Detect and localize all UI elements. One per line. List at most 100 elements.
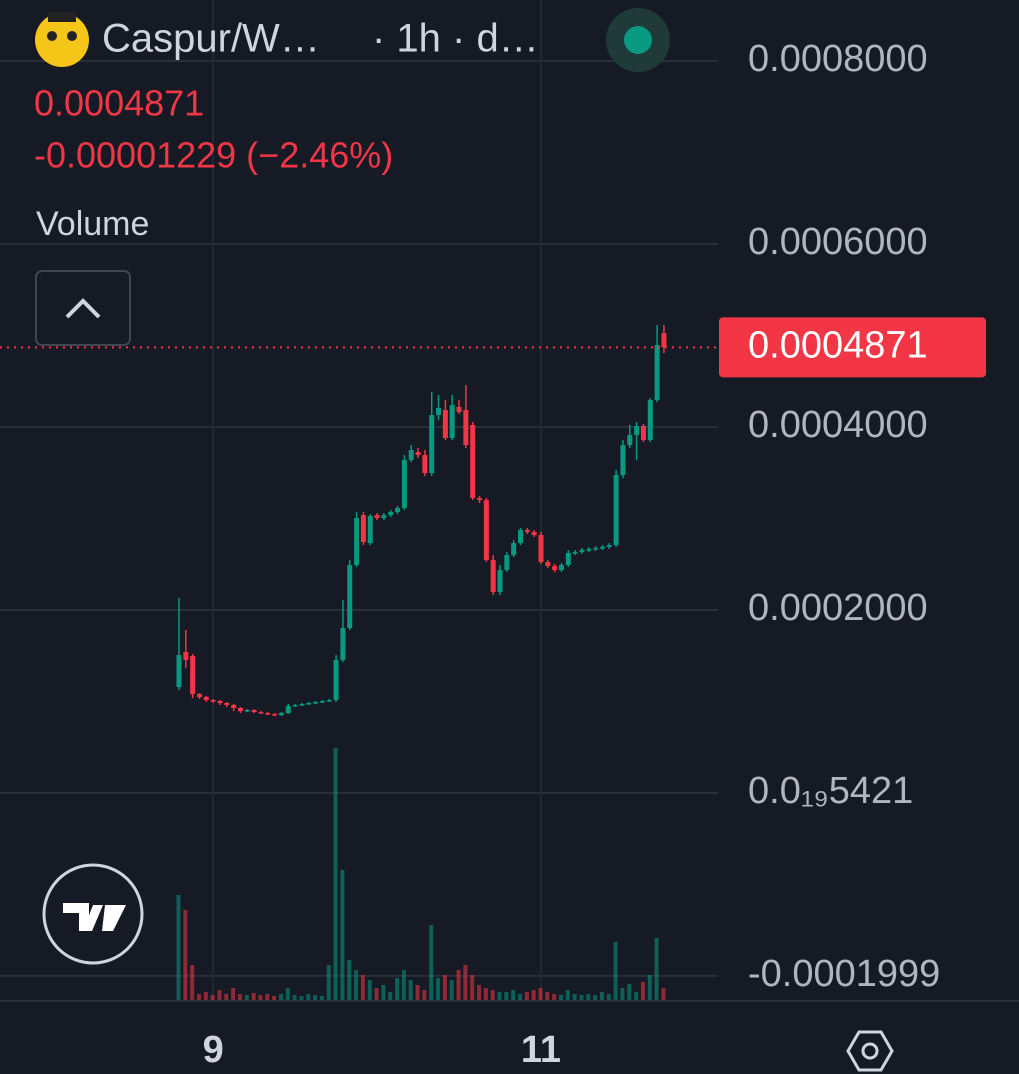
y-tick-label: 0.0₁₉5421	[748, 770, 913, 812]
candle-body	[640, 426, 646, 441]
candle-body	[176, 655, 182, 688]
candle-body	[183, 652, 189, 660]
candle-body	[224, 702, 230, 706]
candle-body	[210, 700, 216, 702]
candle-body	[586, 548, 592, 551]
volume-bar	[326, 965, 331, 1000]
volume-bar	[251, 993, 256, 1000]
candle-body	[408, 449, 414, 461]
y-tick-label: 0.0008000	[748, 38, 928, 80]
volume-bar	[422, 990, 427, 1000]
volume-bar	[408, 980, 413, 1000]
symbol-icon-eye	[47, 31, 57, 41]
volume-bar	[470, 975, 475, 1000]
candle-body	[388, 512, 394, 516]
volume-bar	[196, 994, 201, 1000]
candle-body	[333, 659, 339, 701]
candle-body	[203, 697, 209, 701]
candle-body	[606, 545, 612, 547]
volume-bar	[661, 988, 666, 1000]
volume-bar	[511, 990, 516, 1000]
candle-body	[524, 530, 530, 533]
candle-body	[306, 702, 312, 705]
volume-bar	[504, 992, 509, 1000]
candle-body	[477, 498, 483, 501]
collapse-button[interactable]	[35, 270, 131, 346]
symbol-icon-hat	[48, 12, 76, 22]
x-tick-label: 11	[521, 1029, 561, 1071]
volume-bar	[586, 994, 591, 1000]
candle-body	[265, 713, 271, 715]
volume-bar	[244, 995, 249, 1000]
candle-body	[326, 700, 332, 702]
candle-body	[634, 426, 640, 435]
volume-bar	[490, 990, 495, 1000]
y-tick-label: -0.0001999	[748, 953, 940, 995]
candle-body	[285, 706, 291, 714]
candle-body	[538, 534, 544, 562]
candle-body	[490, 560, 496, 593]
candle-body	[470, 425, 476, 499]
volume-label: Volume	[36, 205, 149, 243]
volume-bar	[340, 870, 345, 1000]
y-tick-label: 0.0002000	[748, 587, 928, 629]
volume-bar	[606, 994, 611, 1000]
candle-body	[436, 407, 442, 416]
volume-bar	[285, 988, 290, 1000]
candle-body	[196, 694, 202, 698]
candle-body	[367, 516, 373, 544]
symbol-icon-eye	[67, 31, 77, 41]
volume-bar	[347, 960, 352, 1000]
volume-bar	[401, 970, 406, 1000]
candle-body	[545, 561, 551, 567]
volume-bar	[231, 988, 236, 1000]
candle-body	[401, 460, 407, 509]
volume-bar	[477, 985, 482, 1000]
volume-bar	[518, 994, 522, 1000]
volume-bar	[524, 992, 529, 1000]
symbol-title[interactable]: Caspur/W…	[102, 17, 320, 61]
interval[interactable]: · 1h · d…	[372, 17, 539, 61]
candle-body	[565, 553, 571, 566]
volume-bar	[278, 994, 283, 1000]
volume-bar	[237, 994, 242, 1000]
settings-icon-center	[861, 1042, 879, 1060]
candle-body	[429, 415, 435, 474]
candle-body	[374, 515, 380, 519]
candle-body	[395, 508, 401, 513]
volume-bar	[497, 992, 502, 1000]
volume-bar	[545, 992, 550, 1000]
volume-bar	[203, 992, 208, 1000]
volume-bar	[599, 992, 604, 1000]
candle-body	[272, 714, 278, 716]
price-change: -0.00001229 (−2.46%)	[34, 135, 393, 176]
volume-bar	[306, 994, 311, 1000]
volume-bar	[654, 938, 659, 1000]
candle-body	[442, 410, 448, 439]
last-price-tag	[719, 317, 986, 378]
candle-body	[558, 565, 564, 571]
volume-bar	[319, 996, 324, 1000]
candle-body	[292, 705, 298, 707]
volume-bar	[627, 984, 632, 1000]
candle-body	[244, 710, 250, 712]
candle-body	[217, 701, 223, 703]
candle-body	[258, 712, 264, 714]
volume-bar	[374, 988, 379, 1000]
volume-bar	[579, 995, 584, 1000]
candle-body	[278, 713, 284, 716]
volume-bar	[449, 980, 454, 1000]
volume-bar	[292, 995, 297, 1000]
x-tick-label: 9	[203, 1029, 224, 1071]
candle-body	[599, 546, 605, 549]
tv-logo-mark	[63, 903, 126, 931]
settings-icon[interactable]	[846, 1030, 894, 1072]
volume-bar	[190, 965, 195, 1000]
candle-body	[531, 532, 537, 535]
candle-body	[354, 518, 360, 566]
candle-body	[654, 345, 660, 401]
last-price: 0.0004871	[34, 83, 204, 124]
